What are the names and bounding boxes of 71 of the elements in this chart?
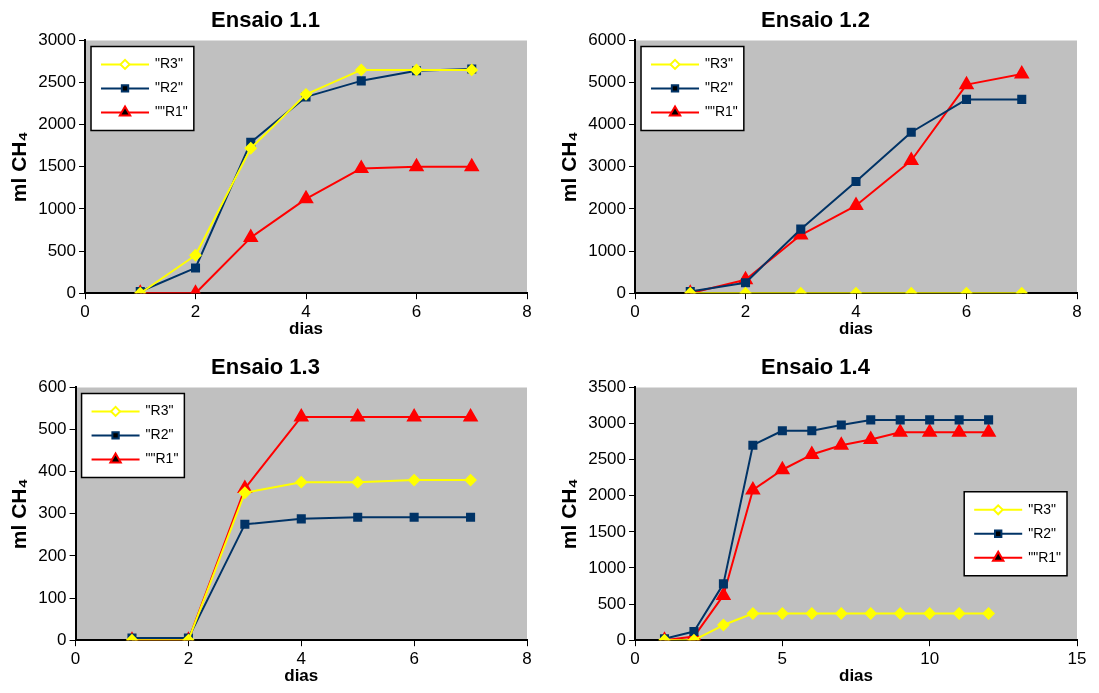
y-tick-label: 100 [38, 587, 67, 607]
y-tick-label: 2000 [38, 114, 77, 134]
legend-label: "R2" [155, 79, 183, 96]
y-axis-title: ml CH₄ [7, 478, 31, 550]
y-tick-label: 5000 [588, 72, 627, 92]
x-tick-label: 4 [301, 302, 311, 322]
x-tick-label: 0 [630, 649, 640, 669]
y-tick-label: 500 [38, 419, 67, 439]
y-tick-label: 200 [38, 545, 67, 565]
x-tick-label: 15 [1067, 649, 1087, 669]
x-tick-label: 6 [961, 302, 972, 322]
y-tick-label: 2500 [588, 449, 627, 469]
x-tick-label: 8 [522, 302, 532, 322]
x-tick-label: 10 [920, 649, 940, 669]
legend-label: ""R1" [1028, 548, 1062, 565]
y-tick-label: 1000 [588, 557, 627, 577]
x-tick-label: 0 [80, 302, 90, 322]
y-axis-title: ml CH₄ [7, 131, 31, 203]
y-tick-label: 0 [616, 282, 627, 302]
y-tick-label: 2500 [38, 72, 77, 92]
legend-label: "R3" [155, 55, 183, 72]
x-tick-label: 2 [183, 649, 194, 669]
y-tick-label: 2000 [588, 485, 627, 505]
y-tick-label: 3000 [38, 30, 77, 50]
chart-title: Ensaio 1.1 [211, 7, 320, 33]
y-tick-label: 300 [38, 503, 67, 523]
y-axis-title: ml CH₄ [557, 478, 581, 550]
y-tick-label: 3500 [588, 377, 627, 397]
y-tick-label: 2000 [588, 198, 627, 218]
x-axis-title: dias [838, 666, 874, 686]
y-tick-label: 1000 [588, 240, 627, 260]
y-axis-title: ml CH₄ [557, 131, 581, 203]
y-tick-label: 400 [38, 461, 67, 481]
chart-title: Ensaio 1.3 [211, 354, 320, 380]
x-tick-label: 5 [777, 649, 788, 669]
legend-label: "R2" [145, 426, 174, 443]
legend-label: "R3" [1028, 500, 1057, 517]
y-tick-label: 3000 [588, 156, 627, 176]
legend-label: "R2" [705, 79, 733, 96]
legend-label: ""R1" [145, 450, 179, 467]
y-tick-label: 0 [616, 629, 627, 649]
y-tick-label: 500 [597, 593, 627, 613]
x-axis-title: dias [838, 319, 874, 339]
y-tick-label: 600 [38, 377, 67, 397]
legend-label: "R3" [145, 402, 174, 419]
x-axis-title: dias [284, 666, 319, 686]
y-tick-label: 3000 [588, 413, 627, 433]
x-tick-label: 0 [630, 302, 640, 322]
x-tick-label: 8 [522, 649, 532, 669]
x-axis-title: dias [288, 319, 324, 339]
legend-label: ""R1" [155, 103, 188, 120]
x-tick-label: 2 [190, 302, 201, 322]
y-tick-label: 1500 [38, 156, 77, 176]
y-tick-label: 6000 [588, 30, 627, 50]
legend-label: "R2" [1028, 524, 1057, 541]
x-tick-label: 4 [296, 649, 307, 669]
x-tick-label: 8 [1072, 302, 1082, 322]
y-tick-label: 1500 [588, 521, 627, 541]
chart-title: Ensaio 1.4 [761, 354, 871, 380]
x-tick-label: 6 [409, 649, 419, 669]
y-tick-label: 500 [47, 240, 77, 260]
legend-label: "R3" [705, 55, 733, 72]
chart-title: Ensaio 1.2 [761, 7, 870, 33]
y-tick-label: 1000 [38, 198, 77, 218]
x-tick-label: 4 [851, 302, 861, 322]
legend-label: ""R1" [705, 103, 738, 120]
x-tick-label: 6 [411, 302, 422, 322]
y-tick-label: 4000 [588, 114, 627, 134]
y-tick-label: 0 [57, 629, 67, 649]
x-tick-label: 2 [740, 302, 751, 322]
y-tick-label: 0 [66, 282, 77, 302]
